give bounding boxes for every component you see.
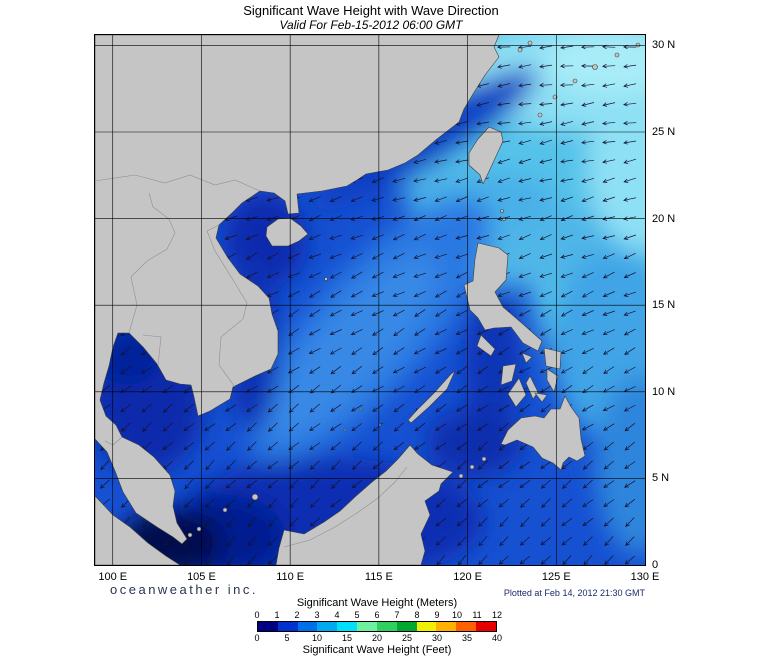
country-borders: [95, 174, 408, 548]
grid-lines: [95, 35, 645, 565]
meters-tick-row: 0 1 2 3 4 5 6 7 8 9 10 11 12: [254, 610, 502, 620]
map-frame: [94, 34, 646, 566]
colorbar-segment: [258, 622, 278, 631]
meters-tick-label: 1: [274, 610, 280, 620]
feet-tick-label: 15: [341, 633, 353, 643]
island-luzon: [463, 242, 543, 352]
meters-tick-label: 10: [451, 610, 463, 620]
colorbar-segment: [456, 622, 477, 631]
colorbar-segment: [317, 622, 338, 631]
colorbar-segment: [396, 622, 417, 631]
feet-tick-label: 5: [284, 633, 290, 643]
island-palawan: [407, 370, 456, 424]
lon-tick-label: 105 E: [187, 571, 216, 583]
island-mindanao: [500, 395, 586, 471]
meters-tick-label: 4: [334, 610, 340, 620]
plotted-timestamp: Plotted at Feb 14, 2012 21:30 GMT: [503, 588, 645, 598]
legend-meters-title: Significant Wave Height (Meters): [296, 597, 458, 609]
feet-tick-label: 20: [371, 633, 383, 643]
wave-height-map: [95, 35, 645, 565]
land-mainland-asia: [95, 35, 500, 545]
islets: [187, 40, 641, 538]
lon-tick-label: 115 E: [364, 571, 393, 583]
colorbar-segment: [277, 622, 298, 631]
colorbar-segment: [416, 622, 437, 631]
meters-tick-label: 0: [254, 610, 260, 620]
colorbar-segment: [357, 622, 377, 631]
island-mindoro: [476, 334, 496, 357]
islands-visayas: [500, 347, 562, 408]
lon-tick-label: 100 E: [98, 571, 128, 583]
page-title: Significant Wave Height with Wave Direct…: [243, 3, 499, 18]
meters-tick-label: 3: [314, 610, 320, 620]
meters-tick-label: 12: [491, 610, 503, 620]
feet-tick-row: 0 5 10 15 20 25 30 35 40: [254, 633, 502, 643]
meters-tick-label: 6: [374, 610, 380, 620]
lat-tick-label: 15 N: [652, 299, 676, 312]
feet-tick-label: 10: [311, 633, 323, 643]
colorbar-segment: [436, 622, 457, 631]
colorbar-segment: [476, 622, 496, 631]
feet-tick-label: 35: [461, 633, 473, 643]
meters-tick-label: 11: [472, 610, 482, 620]
oceanweather-branding: oceanweather inc.: [110, 582, 259, 597]
feet-tick-label: 25: [401, 633, 413, 643]
lat-tick-label: 20 N: [652, 212, 676, 225]
colorbar-segment: [337, 622, 358, 631]
valid-time-subtitle: Valid For Feb-15-2012 06:00 GMT: [279, 17, 463, 32]
island-sumatra: [95, 495, 181, 565]
lat-tick-label: 25 N: [652, 125, 676, 138]
meters-tick-label: 2: [294, 610, 300, 620]
lat-tick-label: 10 N: [652, 385, 676, 398]
colorbar: [257, 621, 497, 632]
legend-feet-title: Significant Wave Height (Feet): [302, 644, 452, 656]
feet-tick-label: 40: [491, 633, 503, 643]
meters-tick-label: 9: [434, 610, 440, 620]
meters-tick-label: 8: [414, 610, 420, 620]
colorbar-segment: [376, 622, 397, 631]
lon-tick-label: 130 E: [630, 571, 660, 583]
lon-tick-label: 120 E: [453, 571, 482, 583]
lon-tick-label: 110 E: [276, 571, 305, 583]
meters-tick-label: 5: [354, 610, 360, 620]
lat-tick-label: 30 N: [652, 39, 676, 52]
colorbar-segment: [297, 622, 318, 631]
meters-tick-label: 7: [394, 610, 400, 620]
lat-tick-label: 5 N: [652, 472, 670, 485]
feet-tick-label: 30: [431, 633, 443, 643]
feet-tick-label: 0: [254, 633, 260, 643]
lat-tick-label: 0: [652, 559, 659, 571]
header: Significant Wave Height with Wave Direct…: [95, 3, 647, 33]
island-taiwan: [468, 126, 504, 185]
lon-tick-label: 125 E: [541, 571, 571, 583]
